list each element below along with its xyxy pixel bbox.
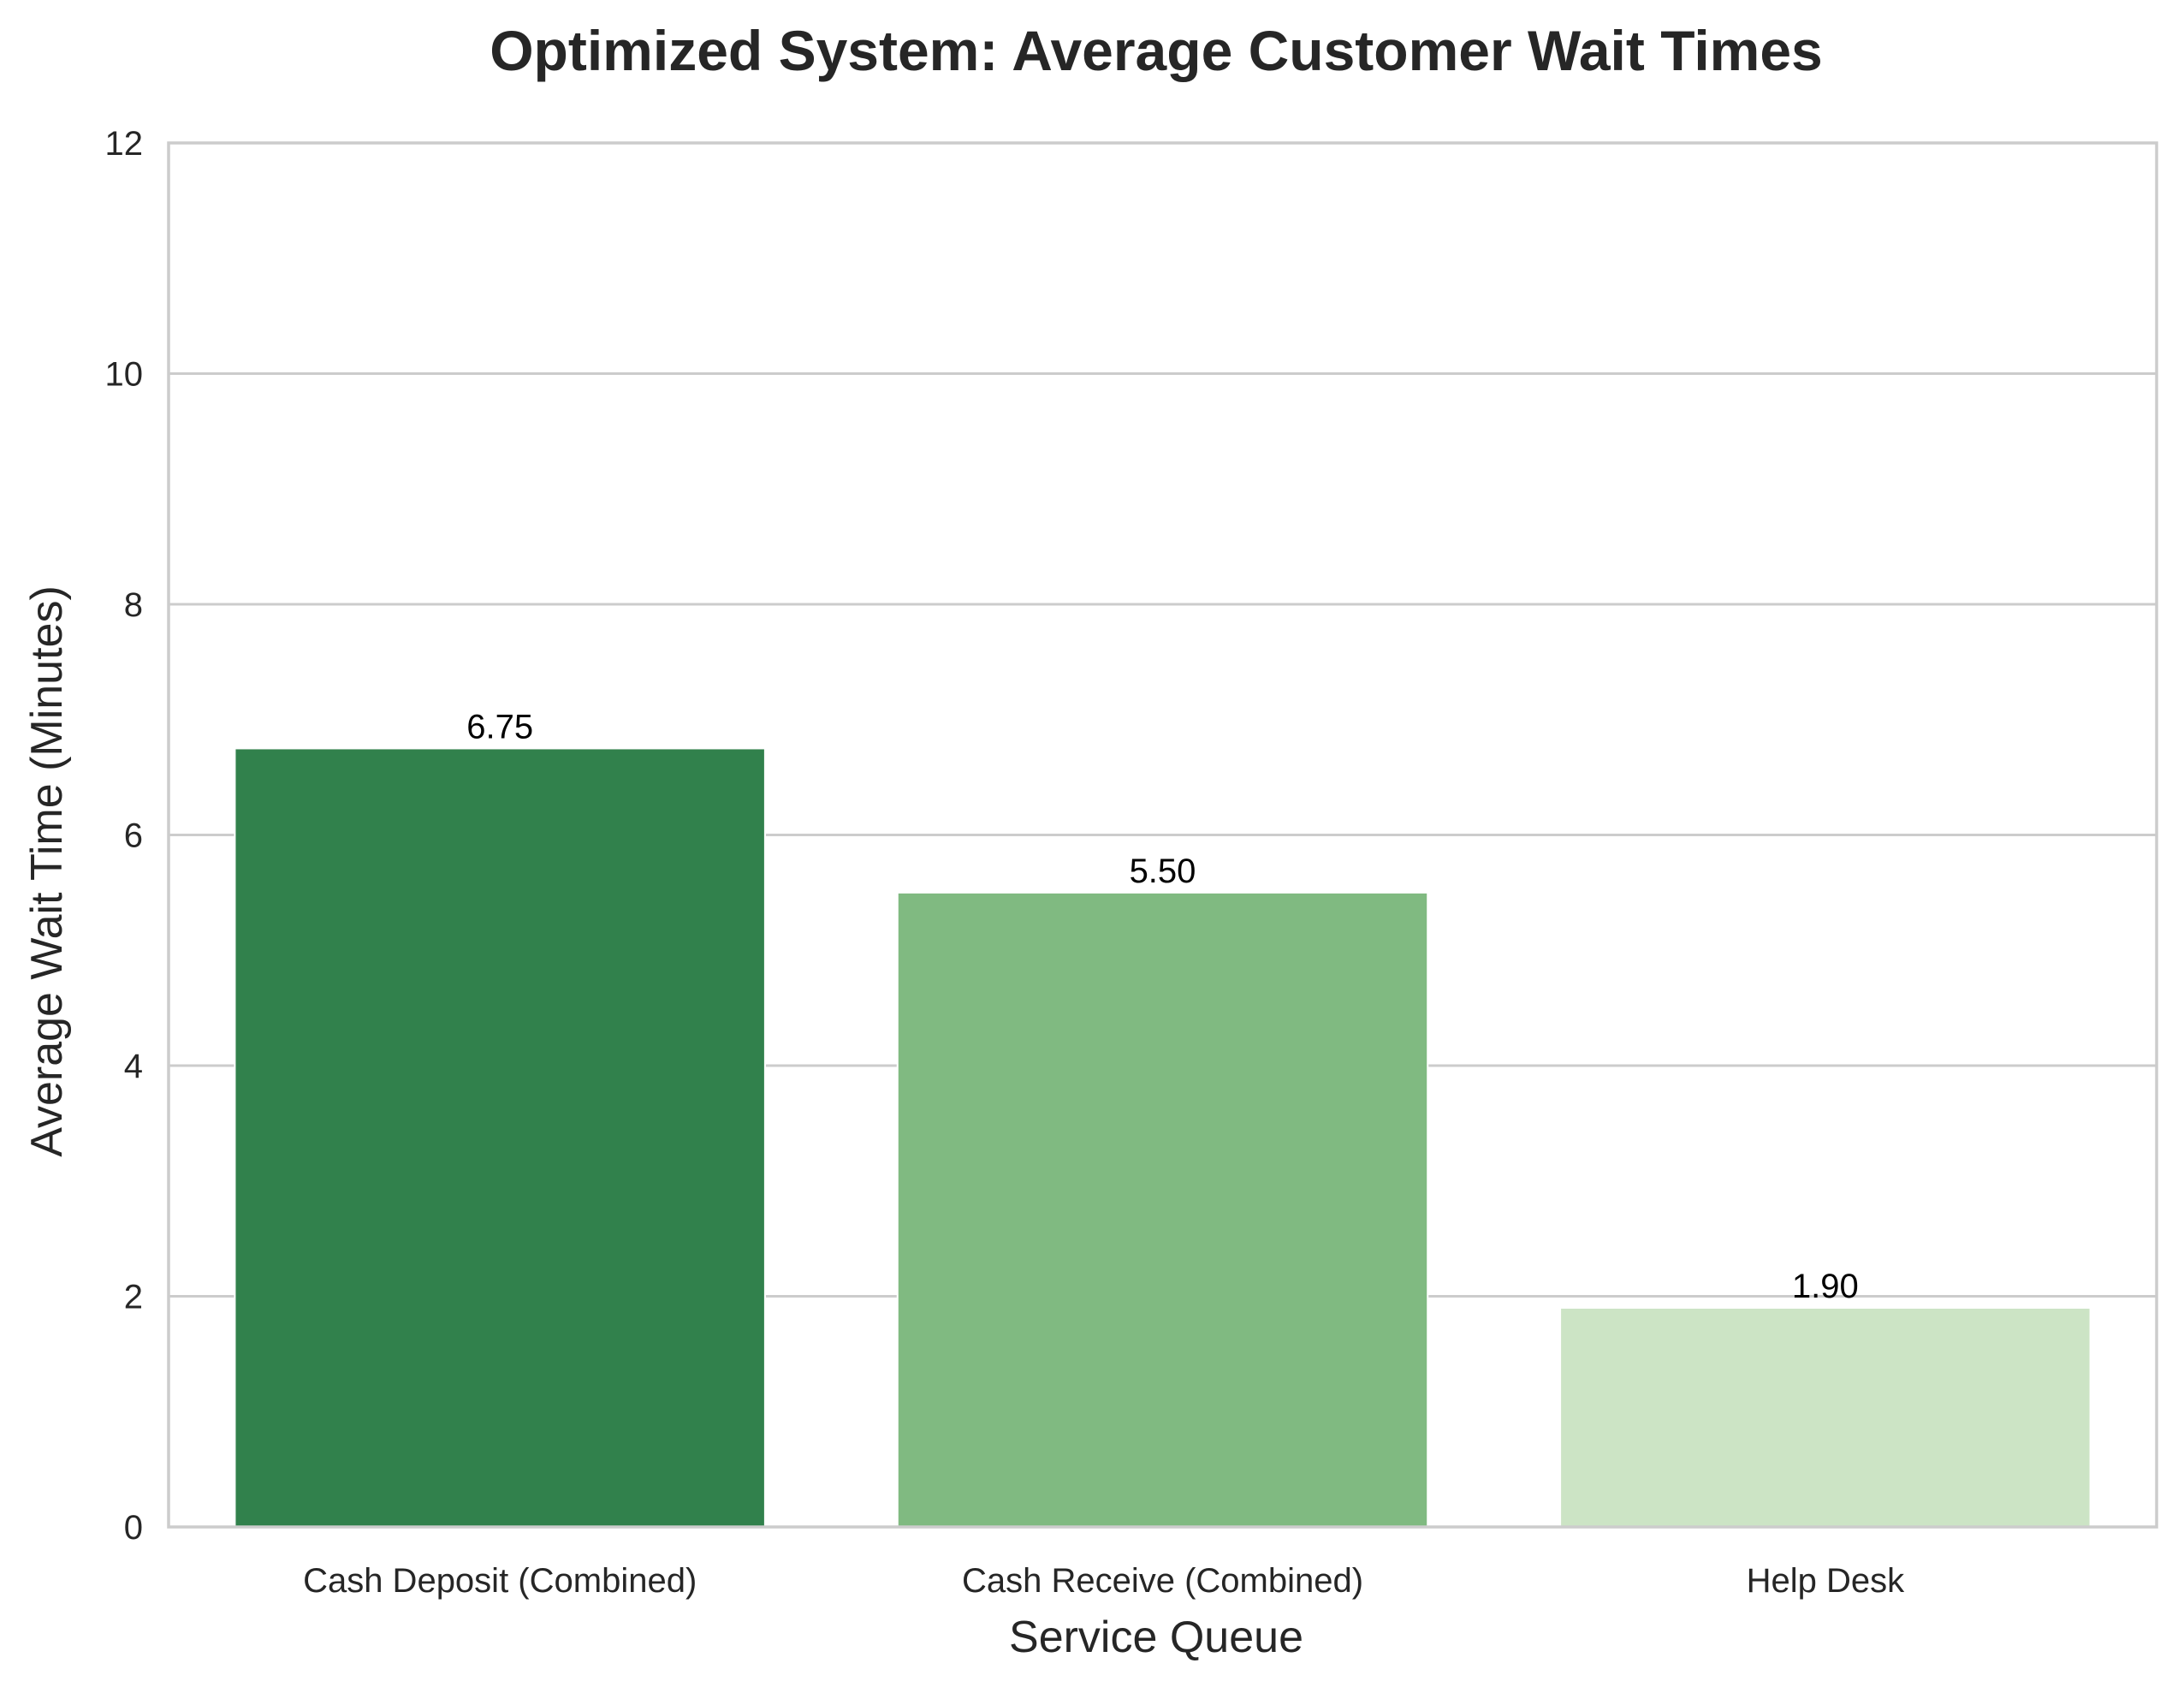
bar-value-labels: 6.75 5.50 1.90 bbox=[466, 708, 1859, 1305]
chart-title: Optimized System: Average Customer Wait … bbox=[490, 19, 1823, 82]
y-tick-label: 4 bbox=[124, 1048, 143, 1085]
x-tick-label: Cash Receive (Combined) bbox=[962, 1562, 1363, 1600]
y-tick-label: 12 bbox=[105, 125, 144, 163]
bar bbox=[896, 891, 1429, 1528]
y-tick-label: 8 bbox=[124, 586, 143, 624]
y-tick-label: 6 bbox=[124, 817, 143, 855]
y-tick-label: 10 bbox=[105, 356, 144, 394]
y-tick-label: 0 bbox=[124, 1509, 143, 1547]
axes-frame bbox=[167, 141, 2158, 1529]
bar-value-label: 1.90 bbox=[1792, 1268, 1859, 1305]
x-tick-label: Help Desk bbox=[1747, 1562, 1906, 1600]
x-tick-label: Cash Deposit (Combined) bbox=[303, 1562, 697, 1600]
bar bbox=[234, 747, 766, 1528]
bar-value-label: 5.50 bbox=[1130, 852, 1196, 890]
y-tick-labels: 0 2 4 6 8 10 12 bbox=[105, 125, 144, 1547]
y-axis-label: Average Wait Time (Minutes) bbox=[22, 585, 72, 1157]
y-tick-label: 2 bbox=[124, 1279, 143, 1316]
x-axis-label: Service Queue bbox=[1009, 1613, 1303, 1662]
x-tick-labels: Cash Deposit (Combined) Cash Receive (Com… bbox=[303, 1562, 1905, 1600]
bar-value-label: 6.75 bbox=[466, 708, 533, 746]
plot-frame bbox=[167, 141, 2158, 1529]
bar bbox=[1559, 1306, 2092, 1528]
